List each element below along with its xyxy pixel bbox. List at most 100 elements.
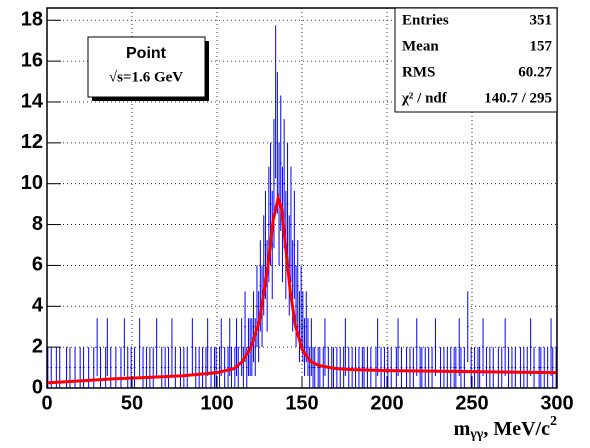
- bin: [376, 318, 379, 377]
- bin: [174, 347, 177, 388]
- stats-value: 140.7 / 295: [484, 90, 552, 106]
- bin: [523, 347, 525, 388]
- bin: [293, 190, 296, 300]
- stats-value: 351: [530, 12, 553, 28]
- bin: [194, 347, 197, 388]
- bin: [419, 347, 421, 388]
- y-tick-label: 12: [21, 131, 43, 153]
- y-tick-label: 4: [32, 295, 44, 317]
- y-tick-label: 8: [32, 213, 43, 235]
- bin: [395, 347, 398, 388]
- bin: [145, 347, 148, 388]
- bin: [529, 318, 532, 377]
- bin: [533, 347, 535, 388]
- bin: [218, 347, 221, 388]
- bin: [319, 347, 321, 388]
- bin: [551, 347, 554, 388]
- bin: [276, 72, 279, 214]
- bin: [254, 318, 257, 377]
- bin: [179, 347, 182, 388]
- bin: [497, 347, 500, 388]
- bin: [152, 347, 155, 388]
- bin: [412, 347, 415, 388]
- x-label-rest: , MeV/c: [483, 418, 550, 440]
- bin: [421, 347, 423, 388]
- bin: [210, 347, 212, 388]
- y-tick-label: 2: [32, 335, 43, 357]
- bin: [463, 347, 466, 388]
- bin: [427, 347, 430, 388]
- bin: [205, 347, 207, 388]
- bin: [526, 347, 529, 388]
- bin: [507, 347, 510, 388]
- bin: [160, 347, 163, 388]
- stats-value: 60.27: [518, 64, 552, 80]
- bin: [298, 291, 301, 363]
- bin: [405, 347, 408, 388]
- histogram: [47, 25, 557, 388]
- bin: [300, 265, 302, 348]
- bin: [228, 318, 231, 377]
- bin: [310, 318, 313, 377]
- stats: Entries 351 Mean 157 RMS 60.27 χ² / ndf 140.7 /…: [401, 12, 553, 106]
- fit-curve: [46, 192, 558, 385]
- bin: [400, 347, 403, 388]
- bin: [477, 347, 479, 388]
- bin: [409, 347, 411, 388]
- bin: [223, 347, 226, 388]
- bin: [307, 318, 309, 377]
- bin: [256, 265, 258, 348]
- stats-key: Entries: [402, 12, 449, 28]
- bin: [244, 291, 246, 363]
- bin: [366, 347, 369, 388]
- bin: [155, 318, 158, 377]
- bin: [514, 347, 517, 388]
- bin: [478, 347, 481, 388]
- x-label-sup: 2: [550, 414, 557, 429]
- bin: [540, 347, 542, 388]
- bin: [164, 347, 166, 388]
- bin: [237, 347, 240, 388]
- stats-key: χ² / ndf: [401, 90, 448, 106]
- bin: [390, 347, 393, 388]
- bin: [104, 347, 107, 388]
- bin: [295, 265, 297, 348]
- bin: [99, 347, 102, 388]
- bin: [266, 240, 268, 332]
- bin: [466, 291, 469, 363]
- bin: [201, 347, 204, 388]
- bin: [453, 347, 455, 388]
- bin: [273, 119, 275, 249]
- x-label-sub: γγ: [469, 427, 484, 442]
- bin: [138, 318, 141, 377]
- bin: [434, 318, 437, 377]
- annotation-box: [87, 36, 206, 98]
- bin: [198, 347, 200, 388]
- bin: [387, 347, 389, 388]
- bin: [240, 318, 243, 377]
- stats-key: RMS: [402, 64, 435, 80]
- x-tick-label: 200: [370, 392, 403, 414]
- x-tick-label: 100: [200, 392, 233, 414]
- bin: [370, 347, 372, 388]
- y-tick-label: 16: [21, 49, 43, 71]
- bin: [482, 318, 484, 377]
- bin: [415, 318, 418, 377]
- bin: [149, 347, 151, 388]
- bin: [130, 347, 132, 388]
- bin: [133, 347, 136, 388]
- bin: [171, 318, 173, 377]
- bin: [344, 318, 347, 377]
- bin: [317, 347, 319, 388]
- x-label-main: m: [454, 418, 471, 440]
- x-axis-label: mγγ, MeV/c2: [454, 414, 557, 442]
- bin: [106, 318, 109, 377]
- bin: [252, 291, 255, 363]
- bin: [511, 347, 513, 388]
- x-tick-label: 300: [540, 392, 573, 414]
- bin: [380, 347, 382, 388]
- x-tick-label: 0: [41, 392, 52, 414]
- bin: [375, 347, 377, 388]
- y-tick-label: 10: [21, 172, 43, 194]
- bin: [115, 347, 117, 388]
